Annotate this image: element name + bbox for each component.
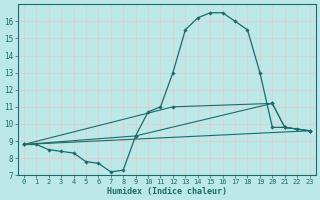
X-axis label: Humidex (Indice chaleur): Humidex (Indice chaleur): [107, 187, 227, 196]
